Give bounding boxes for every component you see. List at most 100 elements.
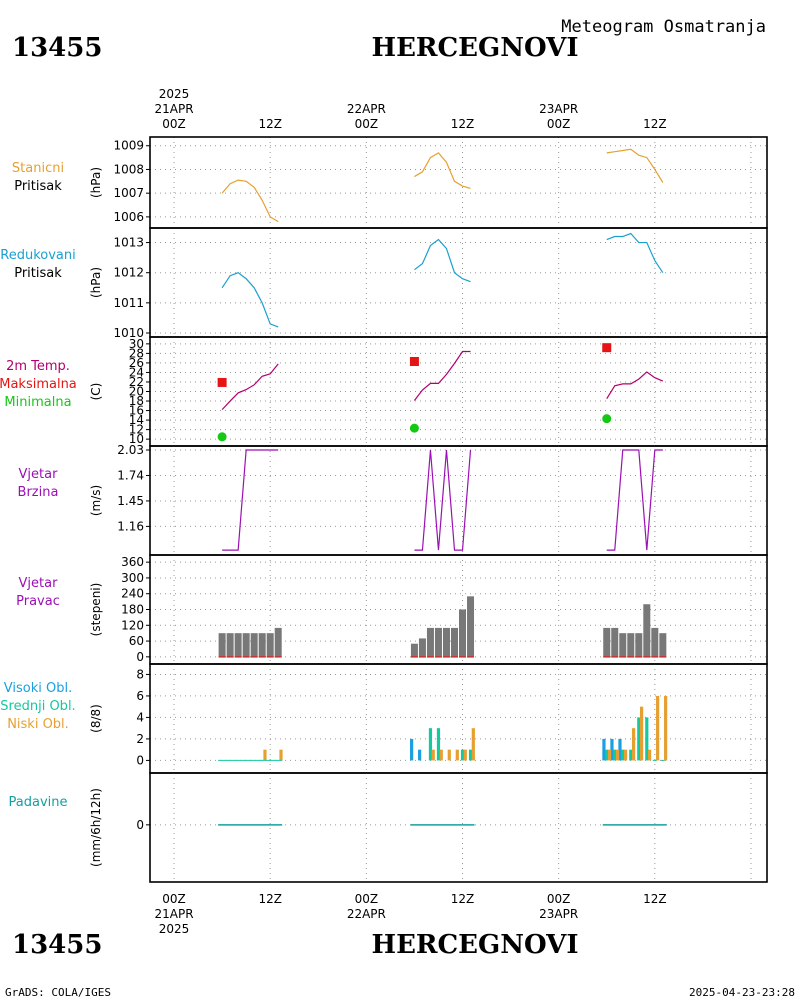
cloud-bar [447, 749, 451, 761]
panels: 1006100710081009(hPa)StanicniPritisak101… [0, 136, 768, 883]
ylabel-station_pressure: (hPa) [89, 167, 103, 198]
legend-label-cloud_cover: Niski Obl. [7, 717, 69, 732]
wind-direction-bar [450, 627, 458, 657]
cloud-bar [431, 749, 435, 761]
station-id-top: 13455 [12, 33, 102, 63]
series-line-station_pressure [414, 152, 471, 190]
wind-direction-bar [418, 638, 426, 657]
cloud-bar [631, 728, 636, 761]
series-line-wind_speed [414, 449, 472, 551]
time-label: 12Z [258, 892, 282, 906]
wind-direction-bar [218, 633, 226, 657]
ytick-label-wind_direction: 360 [121, 555, 144, 569]
legend-label-wind_speed: Vjetar [19, 467, 59, 482]
ytick-label-wind_direction: 180 [121, 603, 144, 617]
ytick-label-station_pressure: 1006 [113, 210, 144, 224]
panel-wind_speed: 1.16 1.45 1.74 2.03 (m/s) Vjetar Brzina [18, 443, 768, 556]
wind-direction-bar [627, 633, 635, 657]
legend-label-reduced_pressure: Redukovani [0, 248, 75, 263]
time-label: 00Z [162, 892, 186, 906]
wind-direction-bar [659, 633, 667, 657]
ytick-label-station_pressure: 1007 [113, 186, 144, 200]
series-line-reduced_pressure [606, 232, 664, 274]
cloud-bar [418, 749, 422, 761]
wind-direction-bar [467, 596, 475, 657]
panel-frame-station_pressure [149, 136, 768, 229]
ytick-label-temperature: 28 [129, 346, 144, 360]
series-line-temperature [221, 363, 279, 411]
cloud-bar [623, 749, 628, 761]
cloud-bar [656, 695, 660, 761]
legend-label-temperature: Maksimalna [0, 377, 77, 392]
time-label: 22APR [347, 102, 386, 116]
series-line-temperature [413, 350, 471, 401]
cloud-bar [615, 749, 620, 761]
cloud-bar [460, 749, 465, 761]
wind-direction-bar [226, 633, 234, 657]
station-name-top: HERCEGNOVI [372, 33, 579, 63]
ytick-label-wind_direction: 240 [121, 587, 144, 601]
ytick-label-station_pressure: 1008 [113, 162, 144, 176]
data-wind_speed [222, 449, 663, 551]
cloud-bar [613, 749, 617, 761]
time-label: 12Z [643, 892, 667, 906]
data-temperature [217, 343, 664, 442]
series-line-station_pressure [606, 148, 664, 183]
ylabel-cloud_cover: (8/8) [89, 704, 103, 733]
data-reduced_pressure [221, 232, 664, 328]
cloud-bar [439, 749, 443, 761]
wind-direction-bar [426, 627, 434, 657]
ytick-label-temperature: 10 [129, 432, 144, 446]
station-id-bottom: 13455 [12, 930, 102, 960]
ytick-label-temperature: 26 [129, 356, 144, 370]
wind-direction-bar [643, 604, 651, 657]
ytick-label-cloud_cover: 6 [136, 689, 144, 703]
wind-direction-bar [442, 627, 450, 657]
time-label: 21APR [155, 102, 194, 116]
generated-timestamp: 2025-04-23-23:28 [689, 986, 795, 999]
wind-direction-bar [651, 627, 659, 657]
time-label: 00Z [162, 117, 186, 131]
ytick-label-temperature: 30 [129, 337, 144, 351]
tmax-marker [602, 343, 612, 353]
ylabel-precipitation: (mm/6h/12h) [89, 788, 103, 867]
ytick-label-station_pressure: 1009 [113, 139, 144, 153]
time-label: 22APR [347, 907, 386, 921]
ytick-label-temperature: 12 [129, 423, 144, 437]
wind-direction-bar [234, 633, 242, 657]
ylabel-temperature: (C) [89, 383, 103, 401]
series-line-station_pressure [221, 179, 279, 223]
cloud-bar [263, 749, 267, 761]
ytick-label-precipitation: 0 [136, 818, 144, 832]
ytick-label-reduced_pressure: 1011 [113, 296, 144, 310]
cloud-bar [605, 749, 609, 761]
ytick-label-wind_speed: 1.16 [117, 519, 144, 533]
panel-station_pressure: 1006 1007 1008 1009 (hPa) Stanicni Pritisak [12, 136, 768, 229]
ytick-label-reduced_pressure: 1013 [113, 236, 144, 250]
series-line-reduced_pressure [414, 238, 471, 283]
time-label: 00Z [355, 117, 379, 131]
series-line-reduced_pressure [221, 272, 279, 328]
cloud-bar [610, 738, 614, 761]
grads-credit: GrADS: COLA/IGES [5, 986, 111, 999]
ylabel-wind_speed: (m/s) [89, 485, 103, 516]
series-line-wind_speed [222, 449, 279, 551]
ytick-label-temperature: 22 [129, 375, 144, 389]
ytick-label-temperature: 16 [129, 404, 144, 418]
legend-label-cloud_cover: Visoki Obl. [4, 681, 72, 696]
legend-label-temperature: 2m Temp. [6, 359, 70, 374]
ytick-label-cloud_cover: 4 [136, 710, 144, 724]
wind-direction-bar [250, 633, 258, 657]
ytick-label-wind_speed: 2.03 [117, 443, 144, 457]
ytick-label-cloud_cover: 0 [136, 753, 144, 767]
tmin-marker [602, 414, 612, 424]
tmax-marker [217, 377, 227, 387]
ytick-label-wind_direction: 300 [121, 571, 144, 585]
cloud-bar [463, 749, 467, 761]
ylabel-wind_direction: (stepeni) [89, 583, 103, 637]
panel-reduced_pressure: 1010 1011 1012 1013 (hPa) Redukovani Pritisak [0, 227, 768, 340]
cloud-bar [629, 749, 633, 761]
